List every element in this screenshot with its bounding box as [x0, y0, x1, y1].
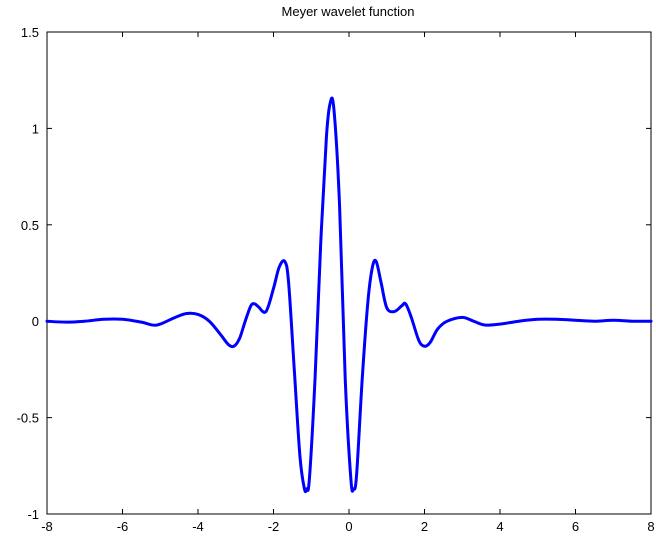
wavelet-series-line	[45, 96, 653, 494]
x-tick-label: 6	[572, 519, 579, 534]
x-tick-label: 4	[496, 519, 503, 534]
y-tick-label: 1	[32, 121, 39, 136]
x-tick-label: -8	[41, 519, 53, 534]
y-tick-label: -1	[27, 507, 39, 522]
y-axis-ticks: -1 -0.5 0 0.5 1 1.5	[17, 25, 651, 522]
x-tick-label: 2	[421, 519, 428, 534]
chart-title: Meyer wavelet function	[282, 4, 415, 19]
x-tick-label: -6	[117, 519, 129, 534]
x-tick-label: -4	[192, 519, 204, 534]
x-tick-label: -2	[268, 519, 280, 534]
x-axis-ticks: -8 -6 -4 -2 0 2 4 6 8	[41, 32, 655, 534]
y-tick-label: 0	[32, 314, 39, 329]
x-tick-label: 0	[345, 519, 352, 534]
x-tick-label: 8	[647, 519, 654, 534]
y-tick-label: 1.5	[21, 25, 39, 40]
y-tick-label: -0.5	[17, 411, 39, 426]
series-layer	[45, 96, 653, 494]
y-tick-label: 0.5	[21, 218, 39, 233]
